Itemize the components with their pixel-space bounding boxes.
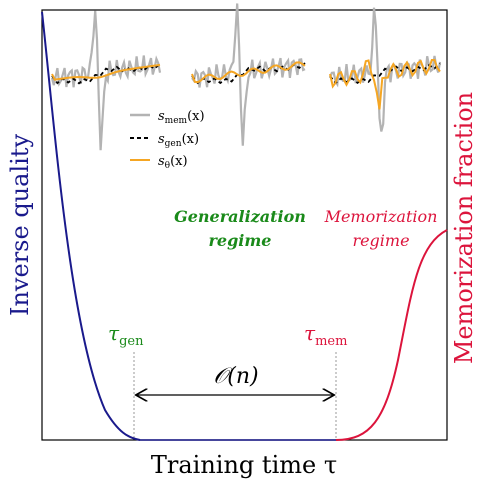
generalization-regime-line1: Generalization — [174, 207, 306, 226]
right-y-axis-label: Memorization fraction — [450, 92, 478, 364]
legend-label-mem: smem(x) — [158, 109, 205, 126]
legend: smem(x) sgen(x) sθ(x) — [130, 109, 205, 171]
tau-gen-label: τgen — [108, 321, 144, 349]
memorization-fraction-curve — [335, 229, 448, 441]
memorization-regime-line2: regime — [352, 231, 409, 250]
legend-label-theta: sθ(x) — [158, 154, 188, 171]
inset-s-theta-curve — [51, 63, 161, 81]
left-y-axis-label: Inverse quality — [6, 134, 34, 316]
memorization-regime-line1: Memorization — [324, 207, 438, 226]
inset-s-mem-curve — [50, 10, 162, 151]
inset-s-theta-curve — [329, 59, 441, 110]
generalization-regime-line2: regime — [209, 231, 272, 250]
tau-mem-label: τmem — [304, 321, 347, 349]
scaling-label: 𝒪(n) — [213, 364, 258, 389]
inset-s-theta-curve — [191, 61, 306, 84]
inset-s-gen-curve — [51, 63, 161, 85]
x-axis-label: Training time τ — [151, 451, 337, 479]
inverse-quality-curve — [41, 11, 141, 441]
inset-s-mem-curve — [191, 3, 306, 146]
score-insets — [50, 3, 442, 151]
legend-label-gen: sgen(x) — [158, 132, 199, 149]
